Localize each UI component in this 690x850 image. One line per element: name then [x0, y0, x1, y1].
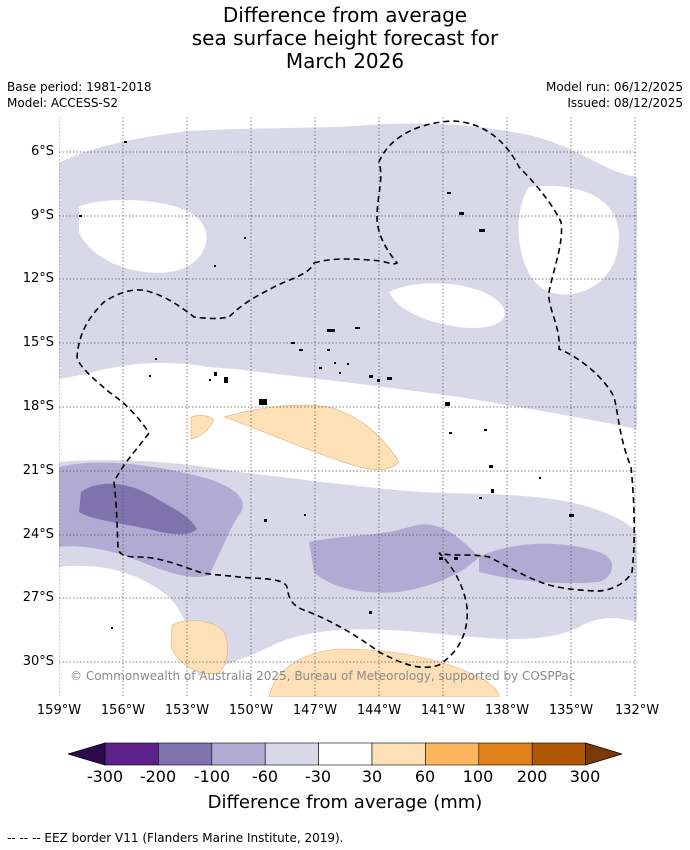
colorbar-tick-10: 300 [569, 767, 601, 786]
colorbar-tick-7: 60 [414, 767, 436, 786]
model-run: Model run: 06/12/2025 [545, 80, 683, 94]
islands [79, 141, 574, 629]
base-period: Base period: 1981-2018 [7, 80, 152, 94]
lat-label-21s: 21°S [22, 463, 54, 478]
anomaly-light-purple-north [59, 123, 637, 435]
title-line-3: March 2026 [285, 49, 405, 73]
colorbar-tick-6: 30 [361, 767, 383, 786]
colorbar-segment-6 [371, 742, 426, 766]
gridlines [58, 117, 637, 697]
colorbar-tick-9: 200 [516, 767, 548, 786]
model-name: Model: ACCESS-S2 [7, 96, 119, 110]
anomaly-orange-south-west [170, 620, 228, 675]
lat-label-24s: 24°S [22, 527, 54, 542]
lon-label-159w: 159°W [36, 703, 82, 718]
lon-label-144w: 144°W [356, 703, 402, 718]
issued-date: Issued: 08/12/2025 [567, 96, 683, 110]
anomaly-orange-central [222, 404, 400, 470]
colorbar-title: Difference from average (mm) [207, 792, 483, 813]
colorbar-over-arrow [585, 742, 622, 766]
map-title: Difference from average sea surface heig… [0, 4, 690, 73]
colorbar-tick-1: -300 [86, 767, 124, 786]
eez-border [76, 120, 636, 669]
lon-label-150w: 150°W [228, 703, 274, 718]
anomaly-medium-purple-east [479, 543, 613, 584]
metadata-right: Model run: 06/12/2025 Issued: 08/12/2025 [546, 79, 683, 111]
copyright-notice: © Commonwealth of Australia 2025, Bureau… [70, 669, 576, 683]
title-line-1: Difference from average [222, 3, 468, 27]
lat-label-30s: 30°S [22, 654, 54, 669]
lon-label-147w: 147°W [292, 703, 338, 718]
colorbar-segment-8 [478, 742, 533, 766]
lat-label-27s: 27°S [22, 590, 54, 605]
metadata-left: Base period: 1981-2018 Model: ACCESS-S2 [7, 79, 152, 111]
lon-label-135w: 135°W [548, 703, 594, 718]
colorbar-segment-9 [531, 742, 586, 766]
map-panel [58, 117, 637, 698]
colorbar-segment-5 [318, 742, 373, 766]
lon-label-153w: 153°W [164, 703, 210, 718]
colorbar-segment-4 [264, 742, 319, 766]
lat-label-15s: 15°S [22, 335, 54, 350]
lat-label-6s: 6°S [30, 144, 54, 159]
colorbar [68, 742, 622, 766]
eez-footnote: -- -- -- EEZ border V11 (Flanders Marine… [7, 831, 344, 845]
lat-label-18s: 18°S [22, 399, 54, 414]
anomaly-medium-purple-central [309, 524, 479, 593]
lon-label-138w: 138°W [484, 703, 530, 718]
anomaly-orange-south [268, 648, 500, 698]
colorbar-segment-3 [211, 742, 266, 766]
anomaly-dark-purple-core [79, 483, 197, 535]
colorbar-under-arrow [68, 742, 106, 766]
lon-label-156w: 156°W [100, 703, 146, 718]
lat-label-12s: 12°S [22, 271, 54, 286]
lat-label-9s: 9°S [30, 208, 54, 223]
anomaly-gap-southwest [59, 565, 199, 697]
title-line-2: sea surface height forecast for [191, 26, 499, 50]
colorbar-tick-3: -100 [193, 767, 231, 786]
lon-label-132w: 132°W [614, 703, 660, 718]
colorbar-segment-1 [104, 742, 159, 766]
anomaly-orange-small-west [190, 415, 215, 440]
anomaly-gap-east [518, 185, 619, 295]
colorbar-segment-2 [158, 742, 213, 766]
colorbar-tick-2: -200 [139, 767, 177, 786]
lon-label-141w: 141°W [420, 703, 466, 718]
colorbar-tick-5: -30 [304, 767, 332, 786]
anomaly-gap-north [79, 200, 207, 273]
map-svg [58, 117, 637, 698]
colorbar-segment-7 [425, 742, 480, 766]
colorbar-tick-4: -60 [251, 767, 279, 786]
colorbar-tick-8: 100 [462, 767, 494, 786]
anomaly-gap-central [389, 283, 505, 328]
